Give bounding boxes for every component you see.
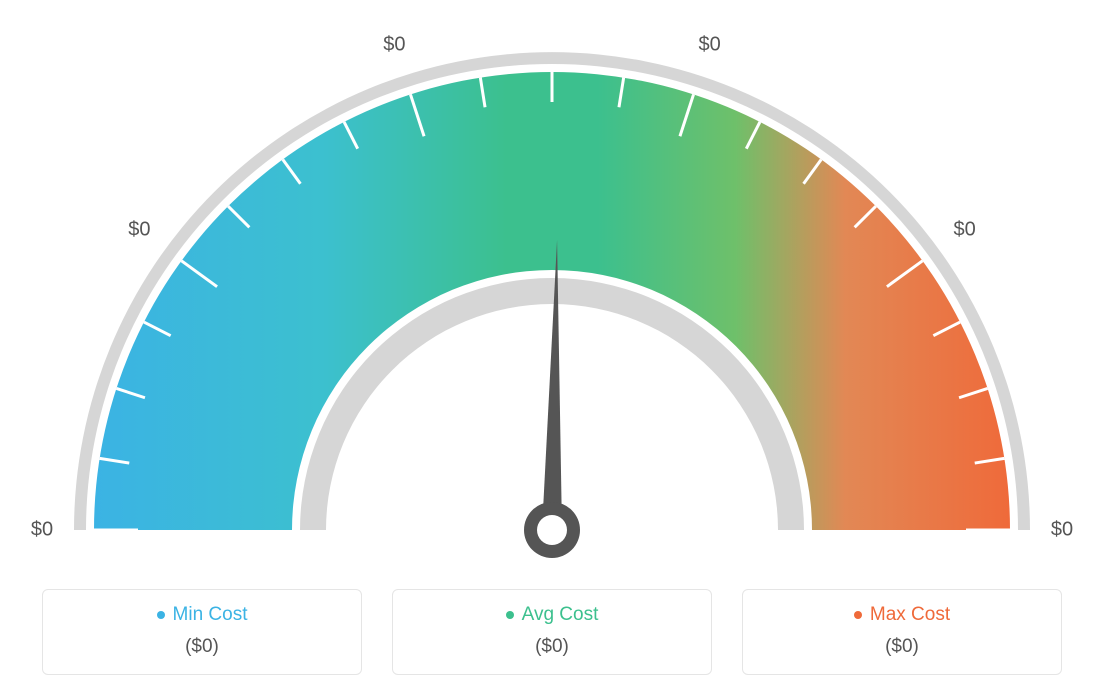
gauge-pivot-inner [537,515,567,545]
legend-value-max: ($0) [743,636,1061,658]
legend-label-min: Min Cost [157,604,248,626]
legend-card-avg: Avg Cost ($0) [392,589,712,675]
gauge-dial-label: $0 [1051,519,1073,542]
gauge-dial-label: $0 [128,219,150,242]
legend-label-avg: Avg Cost [506,604,599,626]
legend-value-min: ($0) [43,636,361,658]
gauge-dial-label: $0 [383,33,405,56]
cost-gauge-widget: $0 $0 $0 $0 $0 $0 Min Cost ($0) Avg Cost ($0)… [0,0,1104,690]
gauge-dial-label: $0 [698,33,720,56]
legend-card-max: Max Cost ($0) [742,589,1062,675]
gauge-area: $0 $0 $0 $0 $0 $0 [0,0,1104,570]
gauge-dial-label: $0 [31,519,53,542]
legend-label-max: Max Cost [854,604,950,626]
gauge-dial-label: $0 [953,219,975,242]
legend-value-avg: ($0) [393,636,711,658]
legend-card-min: Min Cost ($0) [42,589,362,675]
gauge-svg [0,0,1104,570]
legend-row: Min Cost ($0) Avg Cost ($0) Max Cost ($0… [0,589,1104,675]
